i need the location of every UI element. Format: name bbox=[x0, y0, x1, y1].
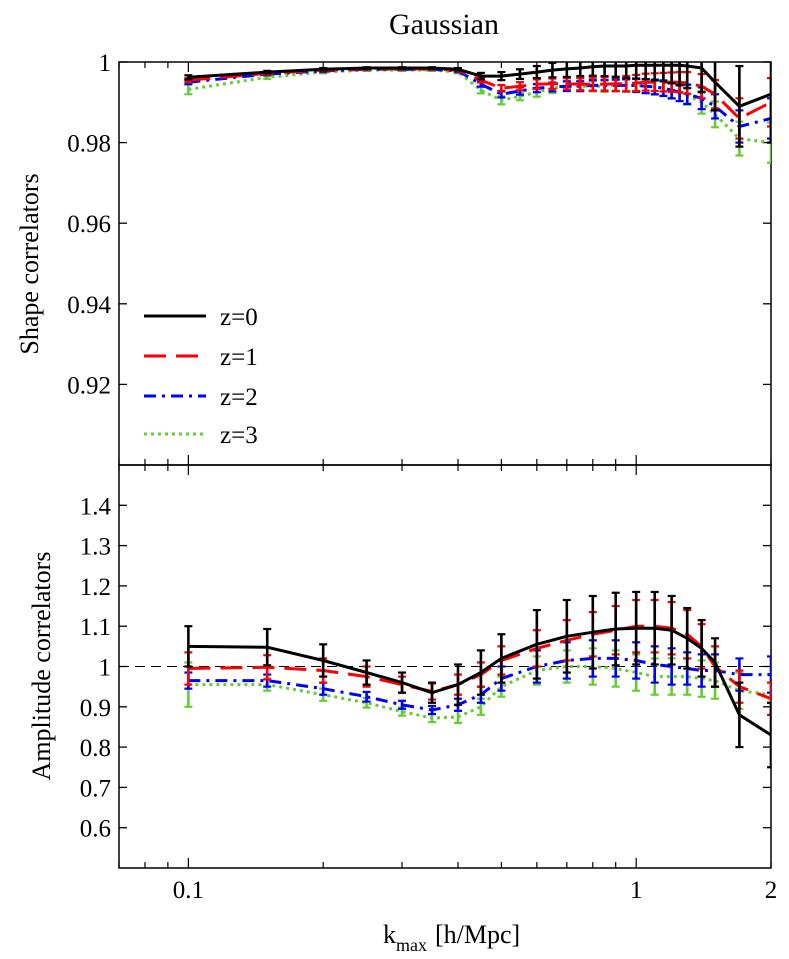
y-tick-label: 0.7 bbox=[80, 775, 111, 802]
y-tick-label: 0.92 bbox=[67, 372, 111, 399]
series-z0 bbox=[184, 62, 771, 148]
legend: z=0 z=1 z=2 z=3 bbox=[144, 304, 258, 449]
plot-area bbox=[184, 62, 771, 164]
y-tick-label: 1.1 bbox=[80, 614, 111, 641]
y-tick-label: 1 bbox=[99, 655, 112, 682]
bottom-y-axis-label: Amplitude correlators bbox=[27, 552, 56, 781]
top-axes-frame bbox=[118, 61, 772, 466]
x-axis-label-k: k bbox=[383, 920, 396, 949]
y-tick-label: 0.9 bbox=[80, 695, 111, 722]
x-axis-label-units: [h/Mpc] bbox=[435, 920, 520, 949]
legend-label: z=3 bbox=[220, 422, 258, 449]
series-line bbox=[188, 665, 771, 720]
series-line bbox=[188, 63, 771, 108]
y-tick-label: 0.96 bbox=[67, 211, 111, 238]
chart-title: Gaussian bbox=[389, 8, 499, 41]
x-axis-label-subscript: max bbox=[396, 935, 427, 955]
x-tick-label: 0.1 bbox=[173, 877, 204, 904]
plot-area bbox=[184, 590, 771, 769]
y-tick-label: 0.6 bbox=[80, 816, 111, 843]
y-tick-label: 0.8 bbox=[80, 735, 111, 762]
x-tick-label: 2 bbox=[765, 877, 778, 904]
x-axis-label: kmax [h/Mpc] bbox=[383, 920, 520, 955]
y-tick-label: 0.98 bbox=[67, 131, 111, 158]
top-y-axis-label: Shape correlators bbox=[15, 173, 44, 354]
legend-label: z=0 bbox=[220, 304, 258, 331]
amplitude-correlators-panel: 0.6 0.7 0.8 0.9 1 1.1 1.2 1.3 1.4 0.1 1 2 bbox=[80, 464, 778, 904]
shape-correlators-panel: 0.92 0.94 0.96 0.98 1 bbox=[67, 50, 772, 466]
x-tick-label: 1 bbox=[630, 877, 643, 904]
y-tick-label: 1.2 bbox=[80, 574, 111, 601]
series-line bbox=[188, 656, 771, 712]
legend-label: z=2 bbox=[220, 384, 258, 411]
legend-label: z=1 bbox=[220, 344, 258, 371]
series-line bbox=[188, 626, 771, 737]
y-tick-label: 1 bbox=[99, 50, 112, 77]
y-tick-label: 1.4 bbox=[80, 493, 112, 520]
y-tick-label: 1.3 bbox=[80, 534, 111, 561]
y-tick-label: 0.94 bbox=[67, 292, 111, 319]
series-z0 bbox=[184, 590, 771, 769]
